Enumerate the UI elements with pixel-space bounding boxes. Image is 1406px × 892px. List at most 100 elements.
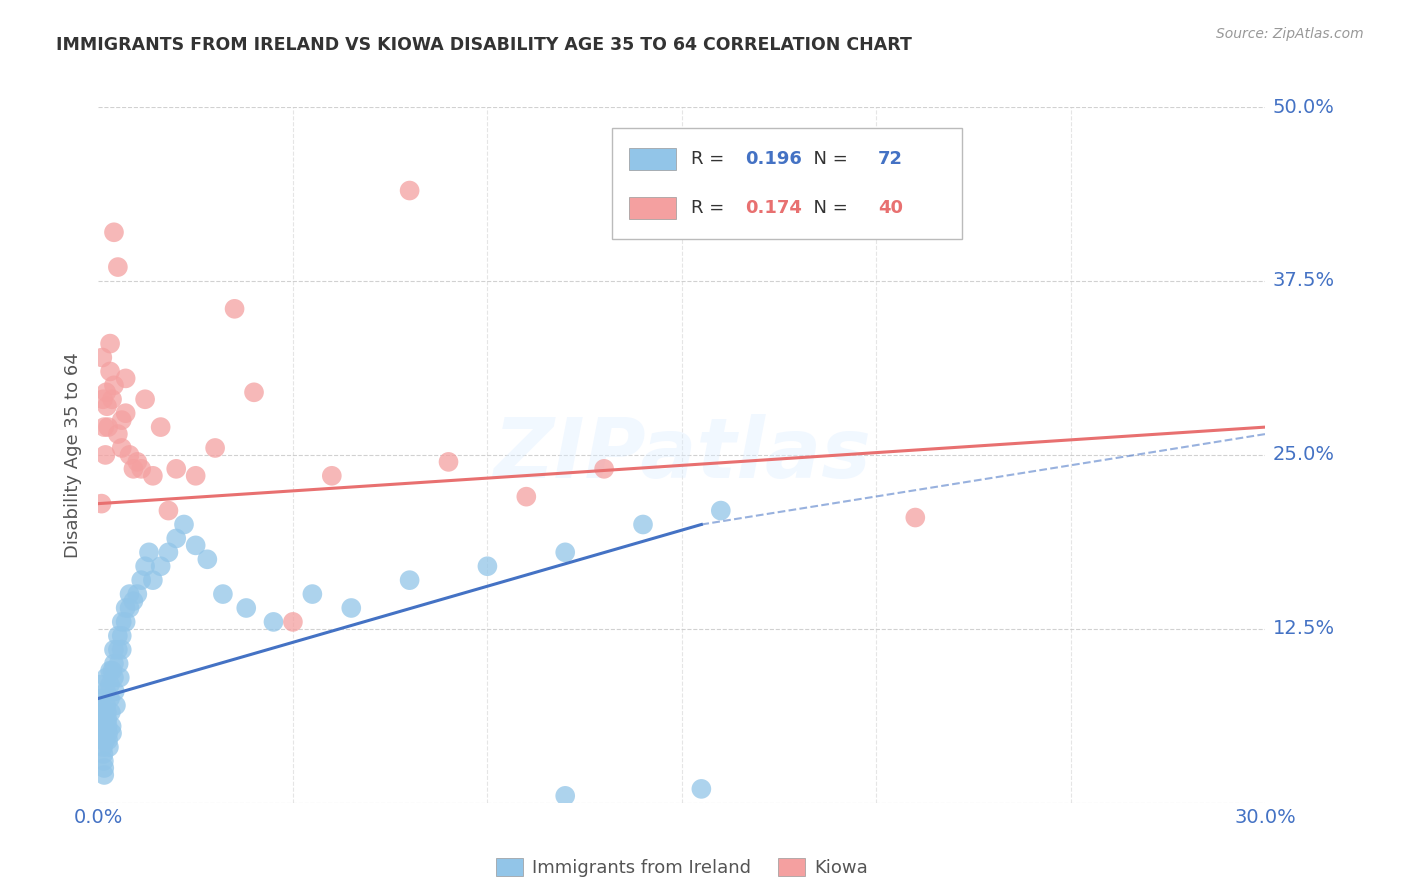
- Point: [103, 657, 125, 671]
- Point: [301, 587, 323, 601]
- Y-axis label: Disability Age 35 to 64: Disability Age 35 to 64: [65, 352, 83, 558]
- Legend: Immigrants from Ireland, Kiowa: Immigrants from Ireland, Kiowa: [489, 850, 875, 884]
- Point: [98, 691, 121, 706]
- Point: [243, 385, 266, 400]
- Point: [631, 517, 654, 532]
- Text: Source: ZipAtlas.com: Source: ZipAtlas.com: [1216, 27, 1364, 41]
- Point: [690, 781, 713, 796]
- Point: [111, 642, 134, 657]
- Text: 37.5%: 37.5%: [1272, 271, 1334, 291]
- Text: R =: R =: [692, 150, 730, 169]
- Point: [118, 448, 141, 462]
- Point: [122, 462, 145, 476]
- Point: [111, 629, 134, 643]
- Point: [340, 601, 363, 615]
- Point: [103, 671, 125, 685]
- Text: 50.0%: 50.0%: [1272, 97, 1334, 117]
- Point: [97, 420, 120, 434]
- Point: [437, 455, 460, 469]
- Point: [104, 684, 127, 698]
- Point: [108, 671, 131, 685]
- Text: IMMIGRANTS FROM IRELAND VS KIOWA DISABILITY AGE 35 TO 64 CORRELATION CHART: IMMIGRANTS FROM IRELAND VS KIOWA DISABIL…: [56, 36, 912, 54]
- Point: [710, 503, 733, 517]
- Point: [97, 733, 120, 747]
- Point: [101, 664, 124, 678]
- Point: [204, 441, 226, 455]
- Point: [149, 559, 172, 574]
- Point: [118, 587, 141, 601]
- Text: 25.0%: 25.0%: [1272, 445, 1334, 465]
- Point: [94, 719, 117, 733]
- Text: N =: N =: [801, 199, 853, 217]
- Point: [129, 462, 152, 476]
- Point: [157, 503, 180, 517]
- Point: [101, 726, 124, 740]
- Point: [114, 615, 136, 629]
- Point: [89, 677, 111, 691]
- Point: [94, 448, 117, 462]
- Point: [165, 532, 187, 546]
- Point: [93, 761, 115, 775]
- Point: [262, 615, 284, 629]
- Point: [281, 615, 304, 629]
- Point: [142, 468, 165, 483]
- Point: [97, 740, 120, 755]
- Point: [100, 719, 122, 733]
- Point: [138, 545, 160, 559]
- Bar: [630, 148, 676, 170]
- Point: [173, 517, 195, 532]
- Point: [91, 351, 114, 365]
- Point: [96, 671, 118, 685]
- Point: [111, 441, 134, 455]
- Point: [96, 684, 118, 698]
- Point: [96, 706, 118, 720]
- Point: [554, 545, 576, 559]
- Point: [98, 664, 121, 678]
- Point: [98, 677, 121, 691]
- Point: [134, 392, 156, 407]
- Point: [90, 712, 112, 726]
- Point: [224, 301, 246, 316]
- Point: [91, 733, 114, 747]
- Text: 12.5%: 12.5%: [1272, 619, 1334, 639]
- Point: [96, 385, 118, 400]
- Point: [93, 754, 115, 768]
- Point: [107, 657, 129, 671]
- Point: [904, 510, 927, 524]
- Point: [107, 260, 129, 274]
- Point: [107, 642, 129, 657]
- Point: [94, 733, 117, 747]
- FancyBboxPatch shape: [612, 128, 962, 239]
- Point: [184, 538, 207, 552]
- Point: [96, 399, 118, 413]
- Text: 72: 72: [877, 150, 903, 169]
- Point: [554, 789, 576, 803]
- Point: [93, 768, 115, 782]
- Text: N =: N =: [801, 150, 853, 169]
- Point: [398, 184, 420, 198]
- Point: [212, 587, 235, 601]
- Point: [98, 336, 121, 351]
- Point: [142, 573, 165, 587]
- Point: [104, 698, 127, 713]
- Point: [157, 545, 180, 559]
- Point: [97, 726, 120, 740]
- Point: [90, 691, 112, 706]
- Point: [90, 497, 112, 511]
- Point: [477, 559, 499, 574]
- Point: [101, 392, 124, 407]
- Point: [107, 427, 129, 442]
- Point: [98, 364, 121, 378]
- Point: [593, 462, 616, 476]
- Point: [127, 455, 149, 469]
- Text: 0.174: 0.174: [745, 199, 801, 217]
- Point: [96, 712, 118, 726]
- Point: [111, 615, 134, 629]
- Point: [122, 594, 145, 608]
- Point: [90, 706, 112, 720]
- Text: R =: R =: [692, 199, 730, 217]
- Point: [91, 392, 114, 407]
- Point: [103, 642, 125, 657]
- Point: [134, 559, 156, 574]
- Point: [127, 587, 149, 601]
